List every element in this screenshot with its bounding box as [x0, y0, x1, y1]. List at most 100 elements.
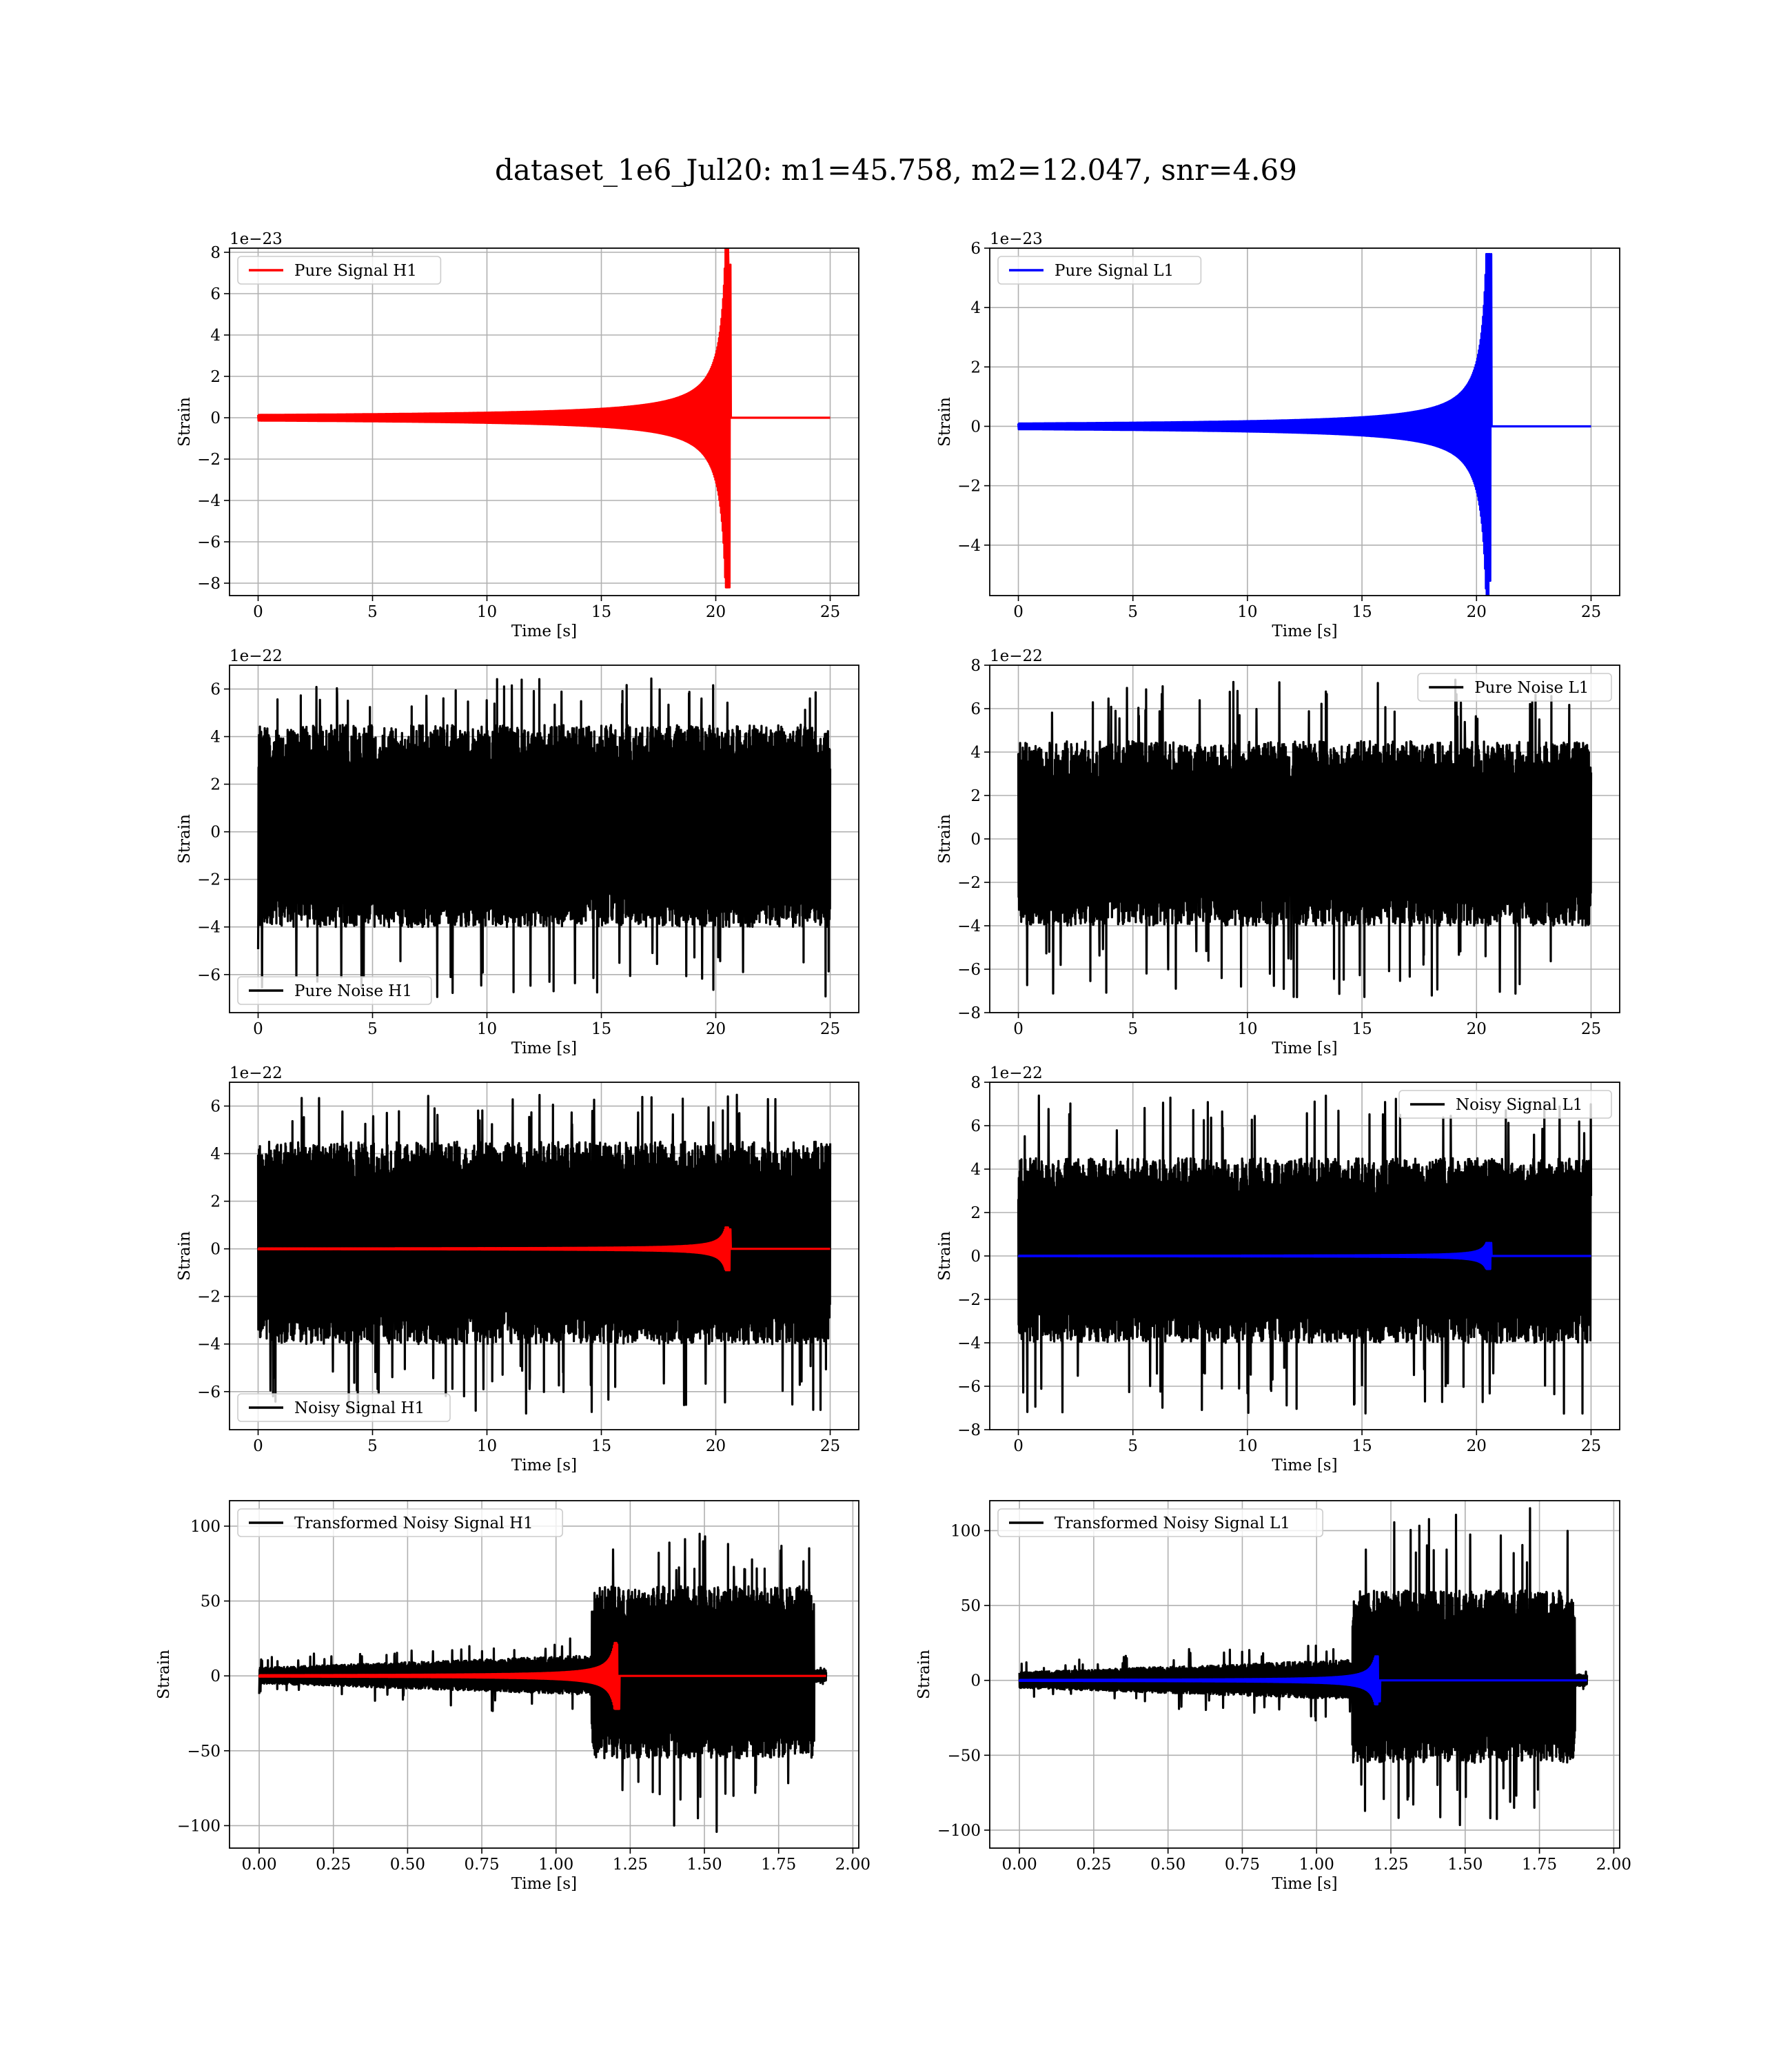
- y-tick-label: 6: [210, 285, 221, 303]
- x-tick-label: 25: [1581, 1437, 1601, 1455]
- x-axis-label: Time [s]: [1272, 1875, 1337, 1893]
- x-tick-label: 0.25: [1076, 1856, 1111, 1874]
- x-tick-label: 0: [253, 1020, 263, 1038]
- series-line-noisy-signal-l1-signal-overlay: [1017, 1241, 1592, 1270]
- x-tick-label: 5: [367, 1437, 378, 1455]
- ticks: 0 5 10 15 20 25 −8 −6 −4 −2 0 2 4 6 8: [957, 1074, 1601, 1455]
- y-tick-label: −4: [197, 919, 221, 937]
- y-tick-label: −2: [197, 451, 221, 469]
- x-tick-label: 15: [1352, 1437, 1372, 1455]
- x-tick-label: 1.00: [538, 1856, 573, 1874]
- y-tick-label: 4: [970, 1161, 981, 1179]
- y-tick-label: −100: [177, 1817, 221, 1835]
- legend-box: [237, 1508, 564, 1537]
- x-tick-label: 0.75: [464, 1856, 499, 1874]
- y-tick-label: −4: [197, 1336, 221, 1354]
- y-tick-label: 6: [970, 1117, 981, 1135]
- series-line-transformed-l1-signal-overlay: [1018, 1655, 1588, 1705]
- x-tick-label: 10: [477, 603, 497, 621]
- x-tick-label: 1.50: [1447, 1856, 1483, 1874]
- series-line-pure-signal-h1: [256, 248, 831, 589]
- y-tick-label: 0: [210, 1667, 221, 1685]
- legend: Pure Noise L1: [1417, 673, 1612, 702]
- series-line-noisy-signal-l1: [1017, 1094, 1593, 1415]
- series-line-noisy-signal-h1-signal-overlay: [257, 1226, 831, 1272]
- x-axis-label: Time [s]: [1272, 622, 1337, 640]
- x-axis-label: Time [s]: [511, 1875, 577, 1893]
- x-tick-label: 20: [1467, 603, 1487, 621]
- y-tick-label: 4: [210, 729, 221, 747]
- x-tick-label: 10: [1237, 1437, 1257, 1455]
- ticks: 0 5 10 15 20 25 −8 −6 −4 −2 0 2 4 6 8: [197, 244, 840, 621]
- plot-area: [256, 677, 832, 998]
- figure-title: dataset_1e6_Jul20: m1=45.758, m2=12.047,…: [495, 153, 1297, 187]
- legend-box: [1417, 673, 1612, 702]
- plot-area: [1017, 253, 1592, 596]
- y-tick-label: −2: [197, 871, 221, 889]
- subplot-transformed-l1: 0.00 0.25 0.50 0.75 1.00 1.25 1.50 1.75 2.00 −100…: [915, 1500, 1631, 1893]
- x-tick-label: 15: [591, 1437, 611, 1455]
- legend-label: Pure Noise L1: [1474, 679, 1589, 697]
- y-tick-label: 0: [970, 831, 981, 849]
- series-line-pure-signal-l1: [1017, 253, 1592, 596]
- y-tick-label: −4: [957, 918, 981, 935]
- subplot-pure-noise-h1: 0 5 10 15 20 25 −6 −4 −2 0 2 4 6 1e−22 Time [s] Strain P…: [176, 647, 859, 1057]
- axes-frame: [989, 1500, 1620, 1849]
- ticks: 0.00 0.25 0.50 0.75 1.00 1.25 1.50 1.75 2.00 −100…: [937, 1522, 1631, 1874]
- x-tick-label: 20: [1467, 1020, 1487, 1038]
- ticks: 0 5 10 15 20 25 −6 −4 −2 0 2 4 6: [197, 681, 840, 1038]
- plot-area: [256, 248, 831, 589]
- x-tick-label: 0: [1013, 1020, 1024, 1038]
- x-tick-label: 0.50: [1150, 1856, 1185, 1874]
- y-tick-label: 2: [210, 368, 221, 386]
- x-tick-label: 0: [253, 603, 263, 621]
- offset-text: 1e−23: [230, 230, 283, 248]
- offset-text: 1e−22: [990, 1064, 1043, 1082]
- x-tick-label: 1.75: [761, 1856, 796, 1874]
- x-tick-label: 1.50: [686, 1856, 722, 1874]
- legend-label: Pure Noise H1: [294, 982, 412, 1000]
- legend-label: Pure Signal H1: [294, 262, 417, 280]
- plot-area: [256, 1093, 832, 1415]
- x-axis-label: Time [s]: [1272, 1040, 1337, 1057]
- y-axis-label: Strain: [176, 814, 194, 864]
- y-tick-label: −50: [187, 1743, 221, 1761]
- legend: Noisy Signal H1: [237, 1393, 451, 1422]
- plot-area: [1017, 678, 1593, 999]
- legend-box: [237, 256, 442, 285]
- y-tick-label: 0: [970, 1248, 981, 1266]
- series-line-pure-noise-h1: [256, 677, 832, 998]
- axes-frame: [989, 247, 1620, 596]
- x-axis-label: Time [s]: [1272, 1457, 1337, 1474]
- y-tick-label: 8: [970, 657, 981, 675]
- y-tick-label: 50: [201, 1593, 221, 1611]
- x-tick-label: 15: [591, 1020, 611, 1038]
- y-tick-label: −4: [197, 492, 221, 510]
- legend: Transformed Noisy Signal L1: [997, 1508, 1324, 1537]
- legend-box: [237, 976, 432, 1005]
- subplot-noisy-signal-h1: 0 5 10 15 20 25 −6 −4 −2 0 2 4 6 1e−22 Time [s] Strain N…: [176, 1064, 859, 1474]
- x-tick-label: 10: [477, 1437, 497, 1455]
- axes-frame: [229, 1500, 859, 1849]
- y-tick-label: 2: [970, 1204, 981, 1222]
- plot-area: [1018, 1507, 1589, 1827]
- y-axis-label: Strain: [936, 397, 954, 447]
- offset-text: 1e−23: [990, 230, 1043, 248]
- x-tick-label: 0.75: [1225, 1856, 1260, 1874]
- y-tick-label: 4: [970, 299, 981, 317]
- y-tick-label: −6: [957, 961, 981, 979]
- offset-text: 1e−22: [230, 1064, 283, 1082]
- x-tick-label: 20: [706, 603, 726, 621]
- legend: Pure Noise H1: [237, 976, 432, 1005]
- y-tick-label: 4: [210, 1146, 221, 1164]
- subplot-pure-noise-l1: 0 5 10 15 20 25 −8 −6 −4 −2 0 2 4 6 8 1e−22 Time [s] Stra…: [936, 647, 1620, 1057]
- y-tick-label: 4: [210, 327, 221, 345]
- series-line-transformed-noisy-signal-h1: [258, 1532, 828, 1833]
- axes-frame: [229, 1082, 859, 1430]
- y-tick-label: −2: [957, 874, 981, 892]
- x-tick-label: 5: [1128, 603, 1138, 621]
- x-axis-label: Time [s]: [511, 1457, 577, 1474]
- y-tick-label: 50: [961, 1597, 981, 1615]
- y-tick-label: 6: [210, 681, 221, 699]
- x-tick-label: 10: [477, 1020, 497, 1038]
